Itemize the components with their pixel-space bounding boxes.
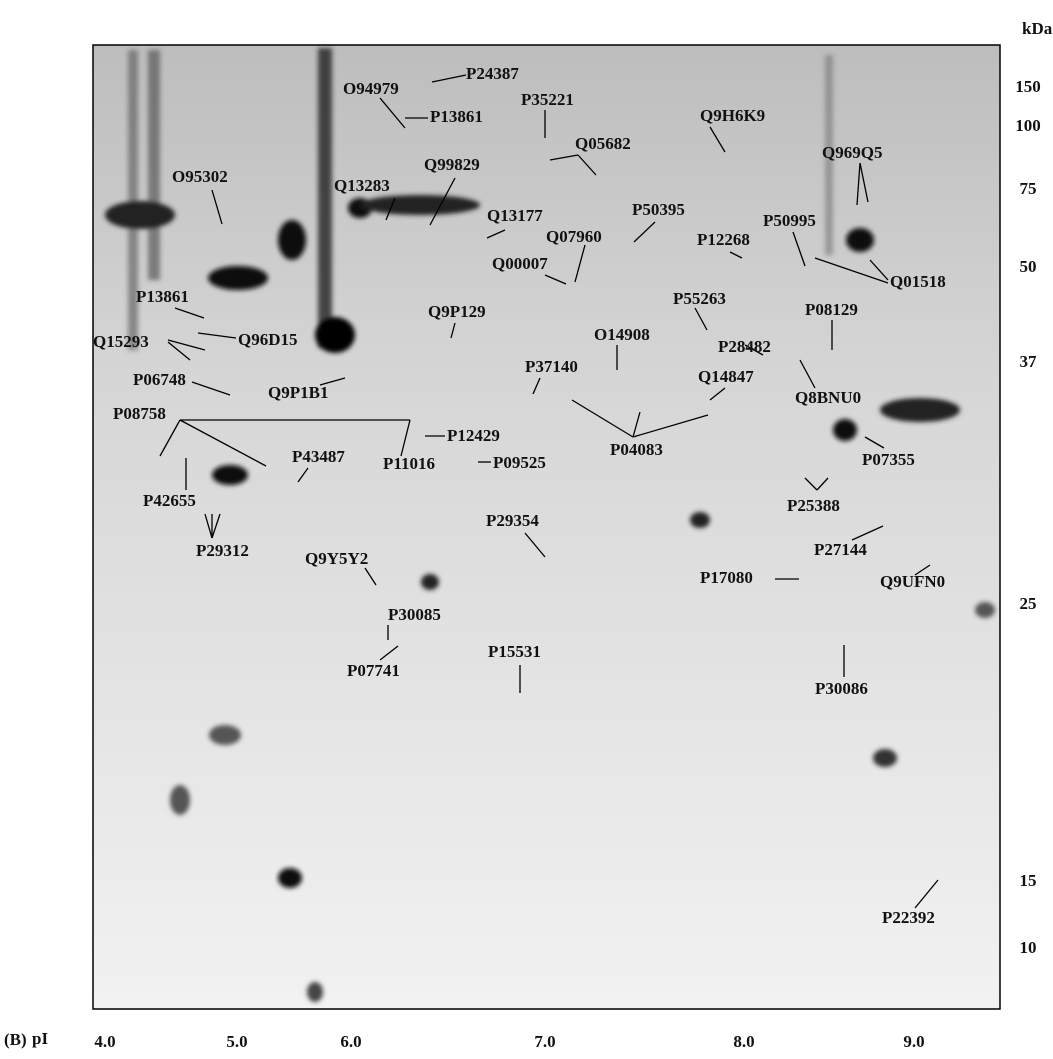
mass-tick-label: 50 [1020, 257, 1037, 276]
leader-lines [159, 74, 939, 909]
protein-label: P28482 [718, 337, 771, 356]
pi-tick-label: 5.0 [226, 1032, 247, 1051]
y-unit: kDa [1022, 19, 1053, 38]
protein-label: Q15293 [93, 332, 149, 351]
protein-label: P17080 [700, 568, 753, 587]
mass-tick-label: 37 [1020, 352, 1038, 371]
protein-label: P37140 [525, 357, 578, 376]
mass-tick-label: 15 [1020, 871, 1037, 890]
protein-label: O14908 [594, 325, 650, 344]
protein-label: Q8BNU0 [795, 388, 861, 407]
protein-label: P42655 [143, 491, 196, 510]
pi-tick-label: 9.0 [903, 1032, 924, 1051]
protein-label: P27144 [814, 540, 867, 559]
protein-label: Q9Y5Y2 [305, 549, 368, 568]
protein-label: P24387 [466, 64, 519, 83]
panel-label: (B) [4, 1030, 27, 1049]
protein-label: P30085 [388, 605, 441, 624]
protein-label: P12429 [447, 426, 500, 445]
protein-label: P08129 [805, 300, 858, 319]
protein-label: Q9P129 [428, 302, 486, 321]
mass-tick-label: 10 [1020, 938, 1037, 957]
protein-label: Q969Q5 [822, 143, 882, 162]
mass-tick-label: 150 [1015, 77, 1041, 96]
protein-label: P07741 [347, 661, 400, 680]
protein-label: Q13283 [334, 176, 390, 195]
protein-label: Q9UFN0 [880, 572, 945, 591]
protein-label: P30086 [815, 679, 868, 698]
protein-label: Q9H6K9 [700, 106, 765, 125]
protein-label: Q9P1B1 [268, 383, 328, 402]
protein-label: Q96D15 [238, 330, 298, 349]
protein-label: P11016 [383, 454, 435, 473]
protein-label: P06748 [133, 370, 186, 389]
pi-tick-label: 6.0 [340, 1032, 361, 1051]
protein-label: P09525 [493, 453, 546, 472]
protein-label: P43487 [292, 447, 345, 466]
protein-label: P04083 [610, 440, 663, 459]
protein-label: P13861 [430, 107, 483, 126]
protein-label: Q13177 [487, 206, 543, 225]
protein-label: P29354 [486, 511, 539, 530]
pi-tick-label: 7.0 [534, 1032, 555, 1051]
protein-label: O94979 [343, 79, 399, 98]
pi-tick-label: 4.0 [94, 1032, 115, 1051]
protein-label: Q00007 [492, 254, 548, 273]
protein-label: P13861 [136, 287, 189, 306]
mass-tick-label: 25 [1020, 594, 1037, 613]
protein-label: P25388 [787, 496, 840, 515]
mass-tick-label: 100 [1015, 116, 1041, 135]
protein-label: P55263 [673, 289, 726, 308]
protein-label: P07355 [862, 450, 915, 469]
x-axis-label: pI [32, 1029, 48, 1048]
protein-label: P08758 [113, 404, 166, 423]
gel [92, 44, 1001, 1010]
protein-label: P15531 [488, 642, 541, 661]
protein-label: P22392 [882, 908, 935, 927]
protein-label: P50995 [763, 211, 816, 230]
protein-label: O95302 [172, 167, 228, 186]
protein-label: Q99829 [424, 155, 480, 174]
protein-label: P29312 [196, 541, 249, 560]
protein-label: Q14847 [698, 367, 754, 386]
protein-label: P35221 [521, 90, 574, 109]
protein-label: P12268 [697, 230, 750, 249]
pi-tick-label: 8.0 [733, 1032, 754, 1051]
mass-tick-label: 75 [1020, 179, 1037, 198]
protein-label: Q01518 [890, 272, 946, 291]
protein-label: Q07960 [546, 227, 602, 246]
protein-label: P50395 [632, 200, 685, 219]
protein-label: Q05682 [575, 134, 631, 153]
